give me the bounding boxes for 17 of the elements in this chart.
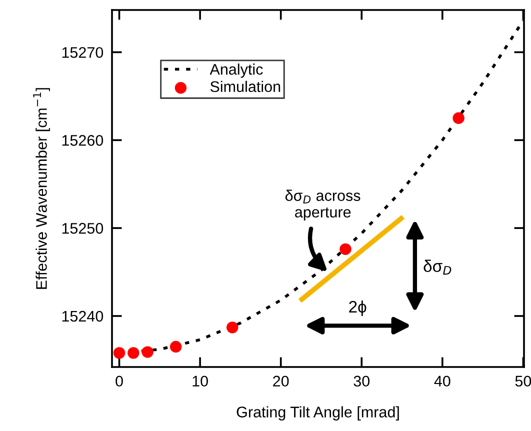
y-tick-label: 15240 bbox=[62, 310, 104, 322]
y-axis-title: Effective Wavenumber [cm$^{−1}$] bbox=[33, 88, 50, 289]
legend-label: Analytic bbox=[210, 64, 263, 78]
annotation: δσ$_{D}$ bbox=[424, 260, 452, 275]
y-tick-label: 15260 bbox=[62, 135, 104, 146]
y-tick-label: 15250 bbox=[62, 222, 104, 234]
x-tick-label: 10 bbox=[192, 376, 208, 387]
annotation: 2ϕ bbox=[349, 300, 366, 316]
x-axis-title: Grating Tilt Angle [mrad] bbox=[236, 406, 399, 420]
x-tick-label: 30 bbox=[354, 376, 370, 387]
y-tick-label: 15270 bbox=[62, 47, 104, 58]
annotation: δσ$_{D}$ across aperture bbox=[285, 190, 360, 221]
legend-label: Simulation bbox=[210, 80, 280, 92]
x-tick-label: 40 bbox=[434, 376, 450, 387]
x-tick-label: 0 bbox=[116, 376, 123, 387]
x-tick-label: 50 bbox=[515, 376, 531, 387]
x-tick-label: 20 bbox=[273, 376, 289, 387]
